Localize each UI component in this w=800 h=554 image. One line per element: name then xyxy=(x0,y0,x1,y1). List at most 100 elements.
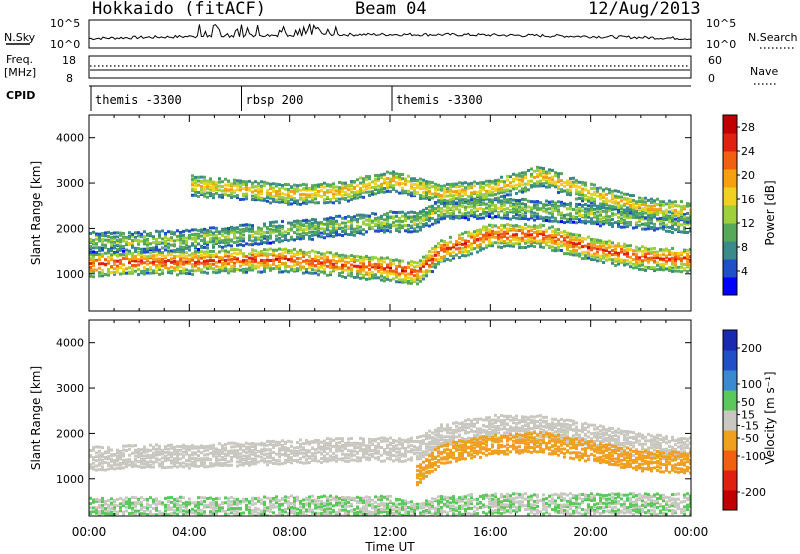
heatmap-cell xyxy=(578,252,581,256)
heatmap-cell xyxy=(284,193,287,197)
heatmap-cell xyxy=(587,242,590,246)
heatmap-cell xyxy=(302,196,305,200)
heatmap-cell xyxy=(359,176,362,180)
heatmap-cell xyxy=(653,200,656,204)
heatmap-cell xyxy=(293,197,296,201)
heatmap-cell xyxy=(230,248,233,252)
heatmap-cell xyxy=(236,449,239,453)
heatmap-cell xyxy=(449,202,452,206)
heatmap-cell xyxy=(452,245,455,249)
heatmap-cell xyxy=(254,196,257,200)
heatmap-cell xyxy=(386,181,389,185)
heatmap-cell xyxy=(416,275,419,279)
heatmap-cell xyxy=(317,505,320,509)
heatmap-cell xyxy=(590,196,593,200)
heatmap-cell xyxy=(452,184,455,188)
heatmap-cell xyxy=(392,186,395,190)
heatmap-cell xyxy=(419,194,422,198)
heatmap-cell xyxy=(620,250,623,254)
heatmap-cell xyxy=(140,462,143,466)
heatmap-cell xyxy=(149,267,152,271)
heatmap-cell xyxy=(251,226,254,230)
heatmap-cell xyxy=(152,254,155,258)
heatmap-cell xyxy=(155,450,158,454)
heatmap-cell xyxy=(617,206,620,210)
heatmap-cell xyxy=(593,200,596,204)
heatmap-cell xyxy=(209,446,212,450)
heatmap-cell xyxy=(110,265,113,269)
heatmap-cell xyxy=(155,443,158,447)
colorbar-swatch xyxy=(723,223,737,242)
heatmap-cell xyxy=(110,249,113,253)
heatmap-cell xyxy=(326,222,329,226)
heatmap-cell xyxy=(575,244,578,248)
heatmap-cell xyxy=(257,187,260,191)
heatmap-cell xyxy=(647,204,650,208)
heatmap-cell xyxy=(179,245,182,249)
heatmap-cell xyxy=(128,503,131,507)
heatmap-cell xyxy=(425,222,428,226)
heatmap-cell xyxy=(653,246,656,250)
heatmap-cell xyxy=(92,255,95,259)
heatmap-cell xyxy=(251,508,254,512)
heatmap-cell xyxy=(341,457,344,461)
heatmap-cell xyxy=(497,196,500,200)
heatmap-cell xyxy=(269,221,272,225)
heatmap-cell xyxy=(575,204,578,208)
heatmap-cell xyxy=(320,499,323,503)
heatmap-cell xyxy=(113,231,116,235)
heatmap-cell xyxy=(158,462,161,466)
heatmap-cell xyxy=(464,188,467,192)
heatmap-cell xyxy=(410,179,413,183)
heatmap-cell xyxy=(113,467,116,471)
heatmap-cell xyxy=(566,190,569,194)
heatmap-cell xyxy=(347,495,350,499)
heatmap-cell xyxy=(530,225,533,229)
heatmap-cell xyxy=(353,185,356,189)
heatmap-cell xyxy=(299,222,302,226)
heatmap-cell xyxy=(266,231,269,235)
heatmap-cell xyxy=(314,498,317,502)
heatmap-cell xyxy=(281,508,284,512)
heatmap-cell xyxy=(221,501,224,505)
heatmap-cell xyxy=(275,238,278,242)
heatmap-cell xyxy=(245,194,248,198)
heatmap-cell xyxy=(350,449,353,453)
heatmap-cell xyxy=(242,233,245,237)
heatmap-cell xyxy=(296,250,299,254)
heatmap-cell xyxy=(275,257,278,261)
heatmap-cell xyxy=(254,230,257,234)
heatmap-cell xyxy=(308,193,311,197)
heatmap-cell xyxy=(626,216,629,220)
heatmap-cell xyxy=(284,514,287,516)
heatmap-cell xyxy=(386,443,389,447)
heatmap-cell xyxy=(341,234,344,238)
heatmap-cell xyxy=(269,182,272,186)
heatmap-cell xyxy=(599,202,602,206)
heatmap-cell xyxy=(101,461,104,465)
heatmap-cell xyxy=(380,265,383,269)
heatmap-cell xyxy=(401,186,404,190)
heatmap-cell xyxy=(569,250,572,254)
heatmap-cell xyxy=(158,262,161,266)
heatmap-cell xyxy=(635,262,638,266)
heatmap-cell xyxy=(554,235,557,239)
heatmap-cell xyxy=(422,255,425,259)
heatmap-cell xyxy=(119,502,122,506)
heatmap-cell xyxy=(140,448,143,452)
heatmap-cell xyxy=(653,269,656,273)
heatmap-cell xyxy=(197,445,200,449)
heatmap-cell xyxy=(356,264,359,268)
heatmap-cell xyxy=(467,194,470,198)
heatmap-cell xyxy=(359,213,362,217)
heatmap-cell xyxy=(353,449,356,453)
heatmap-cell xyxy=(215,181,218,185)
heatmap-cell xyxy=(206,250,209,254)
heatmap-cell xyxy=(251,459,254,463)
heatmap-cell xyxy=(317,439,320,443)
heatmap-cell xyxy=(434,262,437,266)
heatmap-cell xyxy=(290,458,293,462)
heatmap-cell xyxy=(404,179,407,183)
heatmap-cell xyxy=(581,190,584,194)
heatmap-cell xyxy=(509,234,512,238)
